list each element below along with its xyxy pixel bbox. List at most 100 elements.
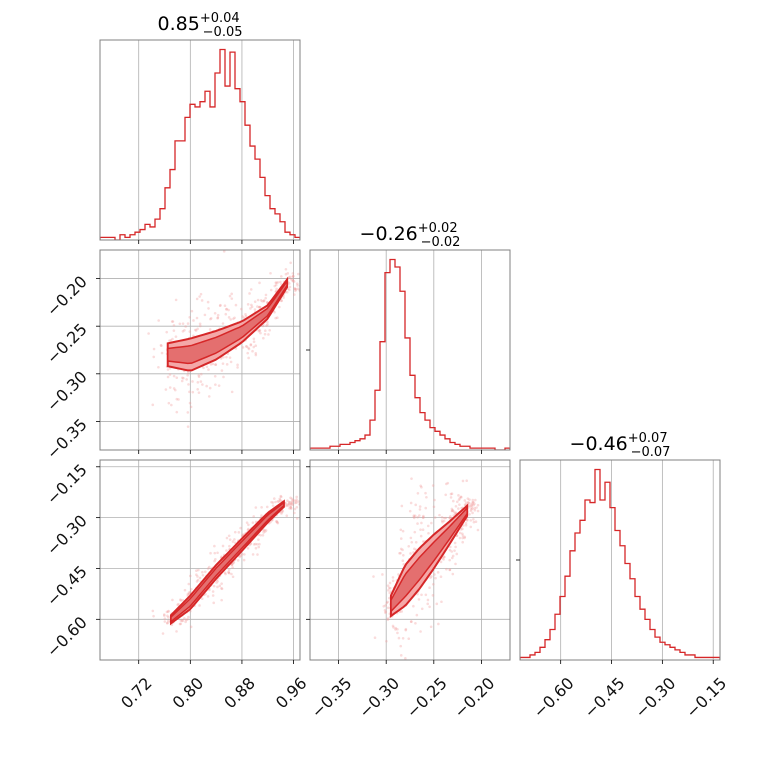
scatter-point xyxy=(161,632,165,635)
panel-1-1: −0.26+0.02 −0.02 xyxy=(306,221,511,454)
scatter-point xyxy=(279,495,283,499)
scatter-point xyxy=(388,591,392,595)
scatter-point xyxy=(420,521,423,525)
y-tick-label: −0.25 xyxy=(43,320,91,368)
scatter-point xyxy=(174,335,178,338)
scatter-point xyxy=(409,536,413,540)
scatter-point xyxy=(291,272,295,275)
scatter-point xyxy=(449,496,453,499)
scatter-point xyxy=(450,507,454,511)
scatter-point xyxy=(163,620,167,623)
panel-title-0: 0.85+0.04 −0.05 xyxy=(158,11,243,40)
scatter-point xyxy=(453,541,457,545)
scatter-point xyxy=(225,308,228,311)
scatter-point xyxy=(252,515,256,518)
scatter-point xyxy=(163,617,167,620)
scatter-point xyxy=(166,614,169,618)
scatter-point xyxy=(239,307,243,311)
scatter-point xyxy=(245,344,248,348)
scatter-point xyxy=(296,287,300,291)
scatter-point xyxy=(412,516,416,520)
scatter-point xyxy=(389,586,392,590)
scatter-point xyxy=(463,535,467,539)
scatter-point xyxy=(445,567,448,571)
scatter-point xyxy=(187,383,190,386)
scatter-point xyxy=(286,504,290,507)
scatter-point xyxy=(237,531,241,534)
scatter-point xyxy=(463,499,467,502)
scatter-point xyxy=(461,534,465,537)
scatter-point xyxy=(253,300,257,303)
scatter-point xyxy=(293,287,297,291)
scatter-point xyxy=(293,507,297,511)
scatter-point xyxy=(428,605,431,609)
scatter-point xyxy=(285,514,289,518)
scatter-point xyxy=(292,280,296,283)
scatter-point xyxy=(428,586,431,590)
scatter-point xyxy=(247,346,250,350)
scatter-point xyxy=(165,330,169,334)
scatter-point xyxy=(261,534,265,537)
scatter-point xyxy=(295,282,299,285)
scatter-point xyxy=(402,563,406,566)
scatter-point xyxy=(431,594,435,597)
scatter-point xyxy=(448,558,451,562)
scatter-point xyxy=(382,604,386,608)
scatter-point xyxy=(455,500,459,504)
scatter-point xyxy=(291,498,295,502)
scatter-point xyxy=(166,375,170,379)
scatter-point xyxy=(275,281,278,285)
scatter-point xyxy=(225,355,228,359)
scatter-point xyxy=(476,509,480,513)
scatter-point xyxy=(451,509,454,513)
scatter-point xyxy=(465,519,469,522)
scatter-point xyxy=(474,498,477,502)
scatter-point xyxy=(253,308,257,311)
scatter-point xyxy=(264,293,268,297)
scatter-point xyxy=(257,329,261,333)
scatter-point xyxy=(401,529,405,533)
scatter-point xyxy=(424,491,427,495)
scatter-point xyxy=(291,278,294,282)
scatter-point xyxy=(194,329,198,332)
scatter-point xyxy=(208,588,211,592)
scatter-point xyxy=(176,603,179,607)
scatter-point xyxy=(172,329,176,332)
scatter-point xyxy=(267,333,270,336)
scatter-point xyxy=(420,593,423,597)
y-tick-label: −0.30 xyxy=(43,511,91,559)
scatter-point xyxy=(391,624,395,628)
scatter-point xyxy=(471,498,475,502)
scatter-point xyxy=(429,576,432,579)
scatter-point xyxy=(398,551,401,555)
scatter-point xyxy=(207,368,210,371)
scatter-point xyxy=(292,274,295,278)
scatter-point xyxy=(293,501,297,505)
scatter-point xyxy=(420,607,424,611)
scatter-point xyxy=(249,542,253,546)
scatter-point xyxy=(449,515,452,518)
scatter-point xyxy=(213,544,216,548)
scatter-point xyxy=(293,293,296,296)
x-tick-label: −0.35 xyxy=(307,674,355,722)
scatter-point xyxy=(231,575,235,579)
scatter-point xyxy=(373,636,377,640)
scatter-point xyxy=(252,337,256,341)
scatter-point xyxy=(220,582,223,585)
scatter-point xyxy=(171,320,175,323)
scatter-point xyxy=(196,327,199,331)
scatter-point xyxy=(191,390,195,394)
scatter-point xyxy=(262,336,265,340)
scatter-point xyxy=(225,549,228,552)
scatter-point xyxy=(264,296,267,300)
scatter-point xyxy=(248,292,251,295)
scatter-point xyxy=(463,503,467,506)
scatter-point xyxy=(404,627,408,631)
scatter-point xyxy=(470,503,473,506)
scatter-point xyxy=(279,280,282,284)
scatter-point xyxy=(289,496,292,500)
scatter-point xyxy=(245,521,249,524)
scatter-point xyxy=(291,275,294,278)
x-tick-label: 0.88 xyxy=(220,674,259,713)
scatter-point xyxy=(274,281,278,284)
